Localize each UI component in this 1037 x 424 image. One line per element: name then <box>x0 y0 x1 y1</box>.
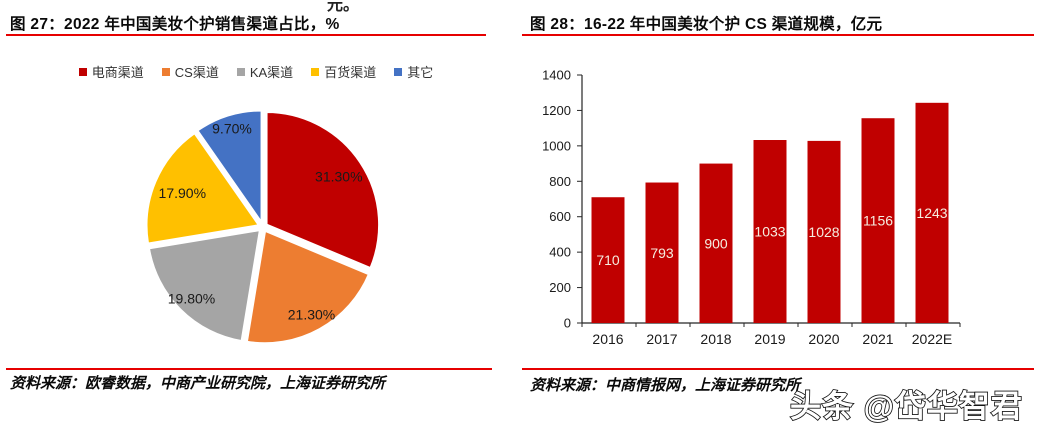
y-tick-label: 0 <box>564 316 571 331</box>
bar <box>591 197 625 323</box>
y-tick-label: 400 <box>549 245 571 260</box>
x-category-label: 2018 <box>700 331 731 347</box>
bar-chart-svg: 0 200 400 600 800 1000 1200 1400 710 2016 793 2017 9… <box>542 68 961 347</box>
figure-27-source-rule <box>6 368 492 370</box>
figure-27-title: 图 27：2022 年中国美妆个护销售渠道占比，% <box>10 16 340 33</box>
legend-label: 其它 <box>407 65 434 80</box>
bar-value-label: 1156 <box>863 213 893 229</box>
pie-legend: 电商渠道 CS渠道 KA渠道 百货渠道 其它 <box>6 62 506 81</box>
bar-value-label: 1243 <box>916 205 947 221</box>
legend-swatch-icon <box>311 67 320 76</box>
figure-28-title-rule <box>522 34 1034 36</box>
pie-chart: 31.30% 21.30% 19.80% 17.90% 9.70% <box>140 100 390 356</box>
bar <box>753 140 787 323</box>
pie-slice <box>195 108 264 225</box>
x-category-label: 2019 <box>754 331 785 347</box>
figure-27-title-rule <box>6 34 486 36</box>
pie-slice-label: 31.30% <box>315 169 362 185</box>
legend-swatch-icon <box>394 67 403 76</box>
pie-slice-label: 9.70% <box>212 120 252 136</box>
legend-swatch-icon <box>78 67 87 76</box>
bar-value-label: 793 <box>650 245 674 261</box>
bar <box>807 140 841 323</box>
legend-label: CS渠道 <box>174 65 219 80</box>
x-category-label: 2020 <box>808 331 839 347</box>
legend-swatch-icon <box>236 67 245 76</box>
legend-item: KA渠道 <box>236 62 294 81</box>
y-tick-label: 1000 <box>542 138 571 153</box>
bar-chart: 0 200 400 600 800 1000 1200 1400 710 2016 793 2017 9… <box>524 58 1034 358</box>
figure-28-source: 资料来源：中商情报网，上海证券研究所 <box>530 378 801 394</box>
cut-off-paragraph-text: 元。 <box>327 0 360 14</box>
figure-27-source: 资料来源：欧睿数据，中商产业研究院，上海证券研究所 <box>10 376 386 392</box>
y-tick-label: 200 <box>549 280 571 295</box>
y-tick-label: 600 <box>549 209 571 224</box>
pie-slice <box>245 229 371 345</box>
pie-slice-label: 21.30% <box>288 307 335 323</box>
y-tick-label: 800 <box>549 174 571 189</box>
bar-value-label: 1033 <box>754 224 785 240</box>
legend-item: 百货渠道 <box>311 62 376 81</box>
figure-28-title: 图 28：16-22 年中国美妆个护 CS 渠道规模，亿元 <box>530 16 883 33</box>
bar-value-label: 900 <box>704 235 728 251</box>
legend-label: 电商渠道 <box>91 65 144 80</box>
x-category-label: 2017 <box>646 331 677 347</box>
legend-item: 电商渠道 <box>78 62 144 81</box>
pie-slice-label: 17.90% <box>159 185 206 201</box>
watermark: 头条 @岱华智君 <box>789 388 1023 424</box>
bar <box>645 182 679 323</box>
legend-label: 百货渠道 <box>324 65 377 80</box>
legend-item: 其它 <box>394 62 433 81</box>
bar <box>861 118 895 323</box>
bar-value-label: 710 <box>596 252 620 268</box>
y-tick-label: 1400 <box>542 68 571 83</box>
x-category-label: 2016 <box>592 331 623 347</box>
legend-item: CS渠道 <box>161 62 219 81</box>
pie-slice <box>265 110 381 270</box>
bar <box>699 163 733 323</box>
pie-chart-svg: 31.30% 21.30% 19.80% 17.90% 9.70% <box>145 108 381 345</box>
y-tick-label: 1200 <box>542 103 571 118</box>
legend-label: KA渠道 <box>249 65 294 80</box>
x-category-label: 2021 <box>862 331 893 347</box>
figure-28-source-rule <box>522 368 1034 370</box>
pie-slice <box>145 131 261 246</box>
pie-slice-label: 19.80% <box>168 291 215 307</box>
pie-slice <box>147 228 262 343</box>
legend-swatch-icon <box>161 67 170 76</box>
bar-value-label: 1028 <box>808 224 839 240</box>
x-category-label: 2022E <box>912 331 952 347</box>
bar <box>915 102 949 323</box>
